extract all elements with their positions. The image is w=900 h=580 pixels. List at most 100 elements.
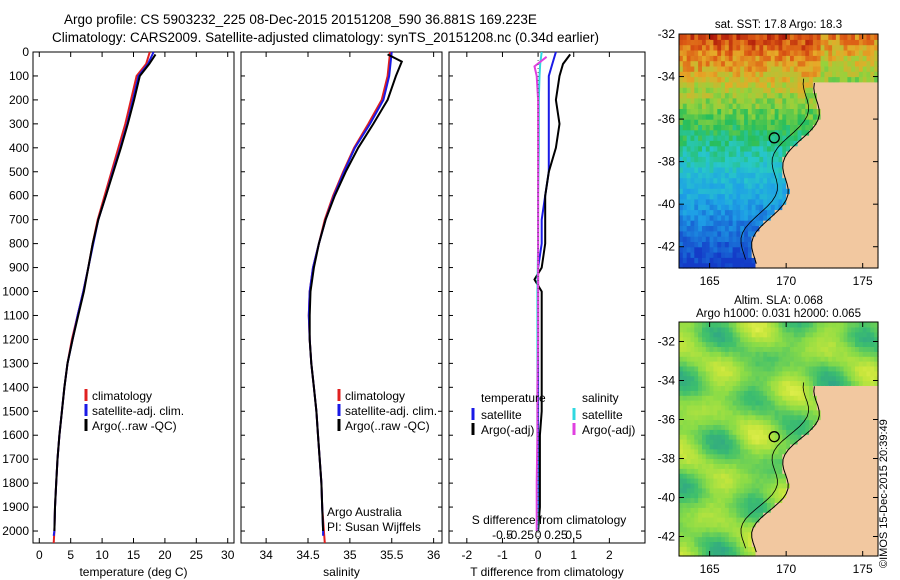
- map-cell: [851, 322, 856, 328]
- map-cell: [809, 34, 814, 40]
- map-cell: [824, 188, 829, 195]
- map-cell: [717, 541, 722, 547]
- map-cell: [740, 439, 745, 445]
- map-cell: [851, 209, 856, 216]
- map-cell: [717, 145, 722, 152]
- map-cell: [828, 108, 833, 115]
- map-cell: [851, 220, 856, 226]
- map-cell: [751, 463, 757, 469]
- map-cell: [786, 34, 791, 40]
- map-cell: [763, 473, 768, 479]
- map-cell: [870, 448, 875, 455]
- map-cell: [862, 182, 868, 189]
- map-cell: [809, 497, 814, 503]
- map-cell: [835, 262, 841, 269]
- map-cell: [866, 400, 871, 406]
- map-cell: [862, 44, 868, 51]
- map-cell: [679, 108, 684, 115]
- map-cell: [759, 463, 764, 469]
- map-cell: [828, 119, 833, 125]
- map-cell: [843, 473, 848, 479]
- map-cell: [702, 361, 707, 367]
- map-cell: [770, 443, 776, 450]
- map-cell: [679, 531, 684, 538]
- map-cell: [767, 257, 772, 264]
- legend-label: climatology: [345, 389, 405, 403]
- map-cell: [839, 365, 845, 372]
- map-cell: [866, 419, 871, 425]
- map-cell: [682, 424, 688, 430]
- y-tick-label: 200: [9, 93, 29, 107]
- map-cell: [855, 390, 860, 396]
- map-cell: [751, 526, 757, 533]
- map-cell: [797, 97, 802, 104]
- map-cell: [839, 322, 845, 328]
- map-cell: [812, 546, 818, 552]
- map-cell: [843, 512, 848, 518]
- map-cell: [744, 331, 749, 338]
- map-cell: [686, 113, 692, 120]
- map-cell: [855, 365, 860, 372]
- map-cell: [816, 404, 822, 411]
- map-cell: [797, 39, 802, 46]
- map-cell: [740, 113, 745, 120]
- map-cell: [870, 113, 875, 120]
- map-cell: [767, 526, 772, 533]
- map-cell: [809, 409, 814, 416]
- map-cell: [728, 331, 734, 338]
- map-cell: [832, 380, 837, 386]
- map-cell: [774, 375, 780, 382]
- map-cell: [740, 167, 745, 173]
- map-cell: [732, 517, 737, 523]
- map-cell: [732, 536, 737, 542]
- map-cell: [870, 453, 875, 460]
- map-cell: [797, 167, 802, 173]
- map-cell: [744, 385, 749, 391]
- map-cell: [855, 34, 860, 40]
- map-cell: [759, 230, 764, 237]
- map-cell: [793, 512, 799, 518]
- map-cell: [862, 478, 868, 484]
- map-cell: [858, 262, 864, 269]
- map-cell: [786, 241, 791, 248]
- map-cell: [793, 434, 799, 440]
- map-cell: [839, 409, 845, 416]
- map-cell: [679, 241, 684, 248]
- map-cell: [855, 336, 860, 343]
- map-cell: [855, 424, 860, 430]
- map-cell: [790, 103, 795, 109]
- map-cell: [801, 214, 806, 221]
- map-cell: [770, 252, 776, 258]
- map-cell: [855, 546, 860, 552]
- map-cell: [744, 531, 749, 538]
- map-cell: [858, 336, 864, 343]
- map-cell: [770, 502, 776, 508]
- map-cell: [858, 424, 864, 430]
- map-cell: [732, 135, 737, 141]
- map-cell: [770, 507, 776, 513]
- map-cell: [702, 177, 707, 184]
- map-cell: [679, 119, 684, 125]
- map-cell: [847, 257, 852, 264]
- map-cell: [724, 356, 730, 362]
- map-cell: [709, 341, 714, 347]
- map-cell: [736, 322, 741, 328]
- map-cell: [790, 188, 795, 195]
- map-cell: [786, 322, 791, 328]
- map-cell: [835, 439, 841, 445]
- map-cell: [732, 108, 737, 115]
- map-cell: [705, 230, 711, 237]
- map-cell: [717, 419, 722, 425]
- map-cell: [816, 375, 822, 382]
- map-cell: [790, 517, 795, 523]
- map-cell: [690, 220, 695, 226]
- map-cell: [709, 385, 714, 391]
- map-cell: [732, 341, 737, 347]
- map-cell: [717, 361, 722, 367]
- map-cell: [828, 395, 833, 401]
- map-cell: [686, 439, 692, 445]
- map-cell: [786, 400, 791, 406]
- map-cell: [782, 482, 787, 489]
- map-cell: [744, 241, 749, 248]
- map-cell: [709, 97, 714, 104]
